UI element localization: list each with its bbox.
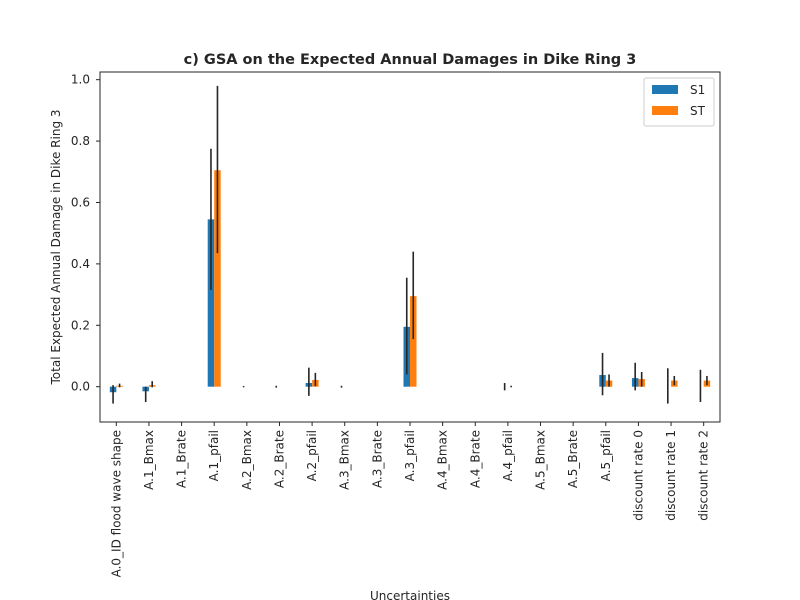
legend-swatch-st bbox=[652, 106, 678, 115]
legend: S1 ST bbox=[643, 77, 715, 127]
x-tick-label: A.4_pfail bbox=[501, 430, 515, 481]
x-tick-label: A.4_Brate bbox=[468, 430, 482, 488]
legend-swatch-s1 bbox=[652, 85, 678, 94]
y-axis-label: Total Expected Annual Damage in Dike Rin… bbox=[49, 109, 63, 385]
x-tick-label: discount rate 2 bbox=[697, 430, 711, 521]
legend-label-st: ST bbox=[690, 104, 706, 118]
y-tick-label: 0.2 bbox=[71, 318, 90, 332]
bars-layer bbox=[109, 170, 711, 393]
x-tick-label: A.1_Brate bbox=[175, 430, 189, 488]
bar-st-9 bbox=[410, 296, 417, 387]
x-tick-label: A.1_pfail bbox=[207, 430, 221, 481]
x-tick-label: A.2_Bmax bbox=[240, 430, 254, 490]
y-tick-label: 1.0 bbox=[71, 73, 90, 87]
legend-label-s1: S1 bbox=[690, 83, 705, 97]
error-bars-layer bbox=[112, 85, 708, 404]
y-tick-label: 0.6 bbox=[71, 195, 90, 209]
x-axis: A.0_ID flood wave shape A.1_Bmax A.1_Brate… bbox=[109, 422, 711, 577]
y-tick-label: 0.4 bbox=[71, 257, 90, 271]
bar-s1-3 bbox=[207, 219, 215, 387]
x-tick-label: A.3_Bmax bbox=[338, 430, 352, 490]
chart-title: c) GSA on the Expected Annual Damages in… bbox=[184, 52, 637, 68]
x-tick-label: A.5_Brate bbox=[566, 430, 580, 488]
y-axis: 0.0 0.2 0.4 0.6 0.8 1.0 bbox=[71, 73, 100, 394]
bar-st-3 bbox=[214, 170, 221, 387]
x-tick-label: A.3_pfail bbox=[403, 430, 417, 481]
x-tick-label: discount rate 0 bbox=[631, 430, 645, 521]
x-tick-label: A.4_Bmax bbox=[436, 430, 450, 490]
x-tick-label: A.1_Bmax bbox=[142, 430, 156, 490]
x-tick-label: A.2_Brate bbox=[272, 430, 286, 488]
x-tick-label: A.3_Brate bbox=[370, 430, 384, 488]
x-axis-label: Uncertainties bbox=[370, 589, 450, 600]
x-tick-label: A.2_pfail bbox=[305, 430, 319, 481]
x-tick-label: A.5_pfail bbox=[599, 430, 613, 481]
y-tick-label: 0.8 bbox=[71, 134, 90, 148]
y-tick-label: 0.0 bbox=[71, 380, 90, 394]
x-tick-label: discount rate 1 bbox=[664, 430, 678, 521]
x-tick-label: A.0_ID flood wave shape bbox=[109, 430, 123, 577]
x-tick-label: A.5_Bmax bbox=[534, 430, 548, 490]
